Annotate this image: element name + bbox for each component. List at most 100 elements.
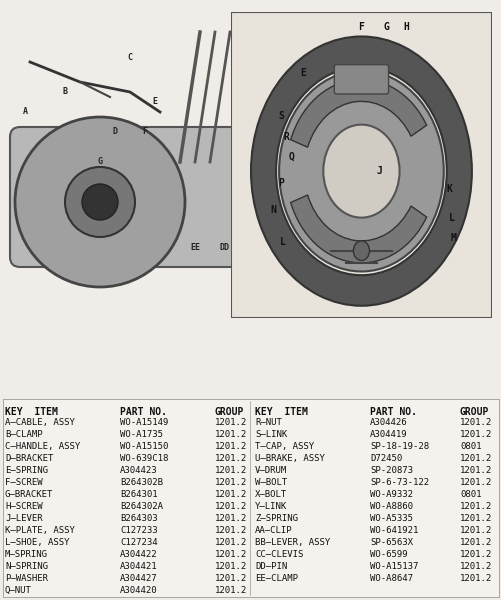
Text: 1201.2: 1201.2 <box>214 526 247 535</box>
Text: T: T <box>297 122 302 131</box>
Text: L: L <box>280 237 286 247</box>
Text: WO-A9332: WO-A9332 <box>369 490 412 499</box>
Wedge shape <box>290 79 426 147</box>
Text: G: G <box>383 22 389 32</box>
FancyBboxPatch shape <box>10 127 290 267</box>
Text: 1201.2: 1201.2 <box>214 586 247 595</box>
Circle shape <box>234 137 364 267</box>
Text: WO-A5335: WO-A5335 <box>369 514 412 523</box>
Text: D: D <box>112 127 117 136</box>
Text: Q—NUT: Q—NUT <box>5 586 32 595</box>
Text: CC—CLEVIS: CC—CLEVIS <box>255 550 303 559</box>
Text: M: M <box>450 233 456 244</box>
Text: 1201.2: 1201.2 <box>459 538 491 547</box>
Text: 1201.2: 1201.2 <box>214 442 247 451</box>
Text: W: W <box>417 253 422 262</box>
Text: L—SHOE, ASSY: L—SHOE, ASSY <box>5 538 69 547</box>
Text: H: H <box>403 22 409 32</box>
Text: WO-A15150: WO-A15150 <box>120 442 168 451</box>
Text: WO-A8860: WO-A8860 <box>369 502 412 511</box>
Text: P: P <box>278 178 284 188</box>
Text: WO-A15149: WO-A15149 <box>120 418 168 427</box>
Circle shape <box>353 241 369 260</box>
Text: W—BOLT: W—BOLT <box>255 478 287 487</box>
Text: G: G <box>97 157 102 166</box>
Text: WO-A1735: WO-A1735 <box>120 430 163 439</box>
Text: EE—CLAMP: EE—CLAMP <box>255 574 298 583</box>
Text: 1201.2: 1201.2 <box>214 538 247 547</box>
Text: Q: Q <box>288 151 294 161</box>
Circle shape <box>82 184 118 220</box>
FancyBboxPatch shape <box>3 399 498 597</box>
Text: GROUP: GROUP <box>459 407 488 417</box>
Text: 1201.2: 1201.2 <box>459 430 491 439</box>
Text: C127234: C127234 <box>120 538 157 547</box>
Wedge shape <box>290 195 426 263</box>
Text: Z: Z <box>362 238 367 247</box>
Text: K: K <box>446 184 452 194</box>
Text: J: J <box>376 166 382 176</box>
Text: DD: DD <box>219 242 229 251</box>
Text: 1201.2: 1201.2 <box>214 478 247 487</box>
Text: SP-6-73-122: SP-6-73-122 <box>369 478 428 487</box>
Text: P—WASHER: P—WASHER <box>5 574 48 583</box>
Text: U: U <box>292 263 297 271</box>
Text: K—PLATE, ASSY: K—PLATE, ASSY <box>5 526 75 535</box>
Text: SP-6563X: SP-6563X <box>369 538 412 547</box>
Circle shape <box>275 177 324 227</box>
Text: 1201.2: 1201.2 <box>459 502 491 511</box>
Text: EE: EE <box>189 242 199 251</box>
Text: DD—PIN: DD—PIN <box>255 562 287 571</box>
Text: C—HANDLE, ASSY: C—HANDLE, ASSY <box>5 442 80 451</box>
Text: V: V <box>327 193 332 202</box>
Text: 1201.2: 1201.2 <box>214 490 247 499</box>
Text: 1201.2: 1201.2 <box>214 502 247 511</box>
Text: 1201.2: 1201.2 <box>214 514 247 523</box>
Text: BB—LEVER, ASSY: BB—LEVER, ASSY <box>255 538 330 547</box>
Text: L: L <box>448 212 454 223</box>
Text: A304421: A304421 <box>120 562 157 571</box>
Text: 1201.2: 1201.2 <box>459 550 491 559</box>
Text: 1201.2: 1201.2 <box>214 430 247 439</box>
Text: F—SCREW: F—SCREW <box>5 478 43 487</box>
Text: 1201.2: 1201.2 <box>214 454 247 463</box>
Text: V—DRUM: V—DRUM <box>255 466 287 475</box>
Text: 0801: 0801 <box>459 490 480 499</box>
Text: C127233: C127233 <box>120 526 157 535</box>
Text: C: C <box>127 52 132 61</box>
Text: A: A <box>23 107 28 116</box>
Text: WO-A8647: WO-A8647 <box>369 574 412 583</box>
Wedge shape <box>250 37 471 306</box>
FancyBboxPatch shape <box>230 12 491 318</box>
Text: WO-641921: WO-641921 <box>369 526 417 535</box>
FancyBboxPatch shape <box>5 5 496 397</box>
Text: 1201.2: 1201.2 <box>459 418 491 427</box>
Text: M—SPRING: M—SPRING <box>5 550 48 559</box>
Text: U—BRAKE, ASSY: U—BRAKE, ASSY <box>255 454 324 463</box>
Text: J—LEVER: J—LEVER <box>5 514 43 523</box>
Text: 1201.2: 1201.2 <box>459 574 491 583</box>
Text: 1201.2: 1201.2 <box>214 562 247 571</box>
Text: N: N <box>270 205 276 215</box>
Text: A304422: A304422 <box>120 550 157 559</box>
Text: B264301: B264301 <box>120 490 157 499</box>
Text: E: E <box>152 97 157 107</box>
Text: A304419: A304419 <box>369 430 407 439</box>
Text: 1201.2: 1201.2 <box>459 562 491 571</box>
Text: R—NUT: R—NUT <box>255 418 282 427</box>
Text: A—CABLE, ASSY: A—CABLE, ASSY <box>5 418 75 427</box>
Text: WO-639C18: WO-639C18 <box>120 454 168 463</box>
Text: 1201.2: 1201.2 <box>459 454 491 463</box>
Text: 1201.2: 1201.2 <box>214 574 247 583</box>
Circle shape <box>323 125 399 218</box>
Text: 1201.2: 1201.2 <box>214 550 247 559</box>
Text: WO-6599: WO-6599 <box>369 550 407 559</box>
Text: B—CLAMP: B—CLAMP <box>5 430 43 439</box>
Text: F: F <box>358 22 364 32</box>
Text: E: E <box>300 68 306 78</box>
Text: 1201.2: 1201.2 <box>459 466 491 475</box>
Text: T—CAP, ASSY: T—CAP, ASSY <box>255 442 314 451</box>
Text: SP-20873: SP-20873 <box>369 466 412 475</box>
Circle shape <box>15 117 185 287</box>
Text: B264303: B264303 <box>120 514 157 523</box>
